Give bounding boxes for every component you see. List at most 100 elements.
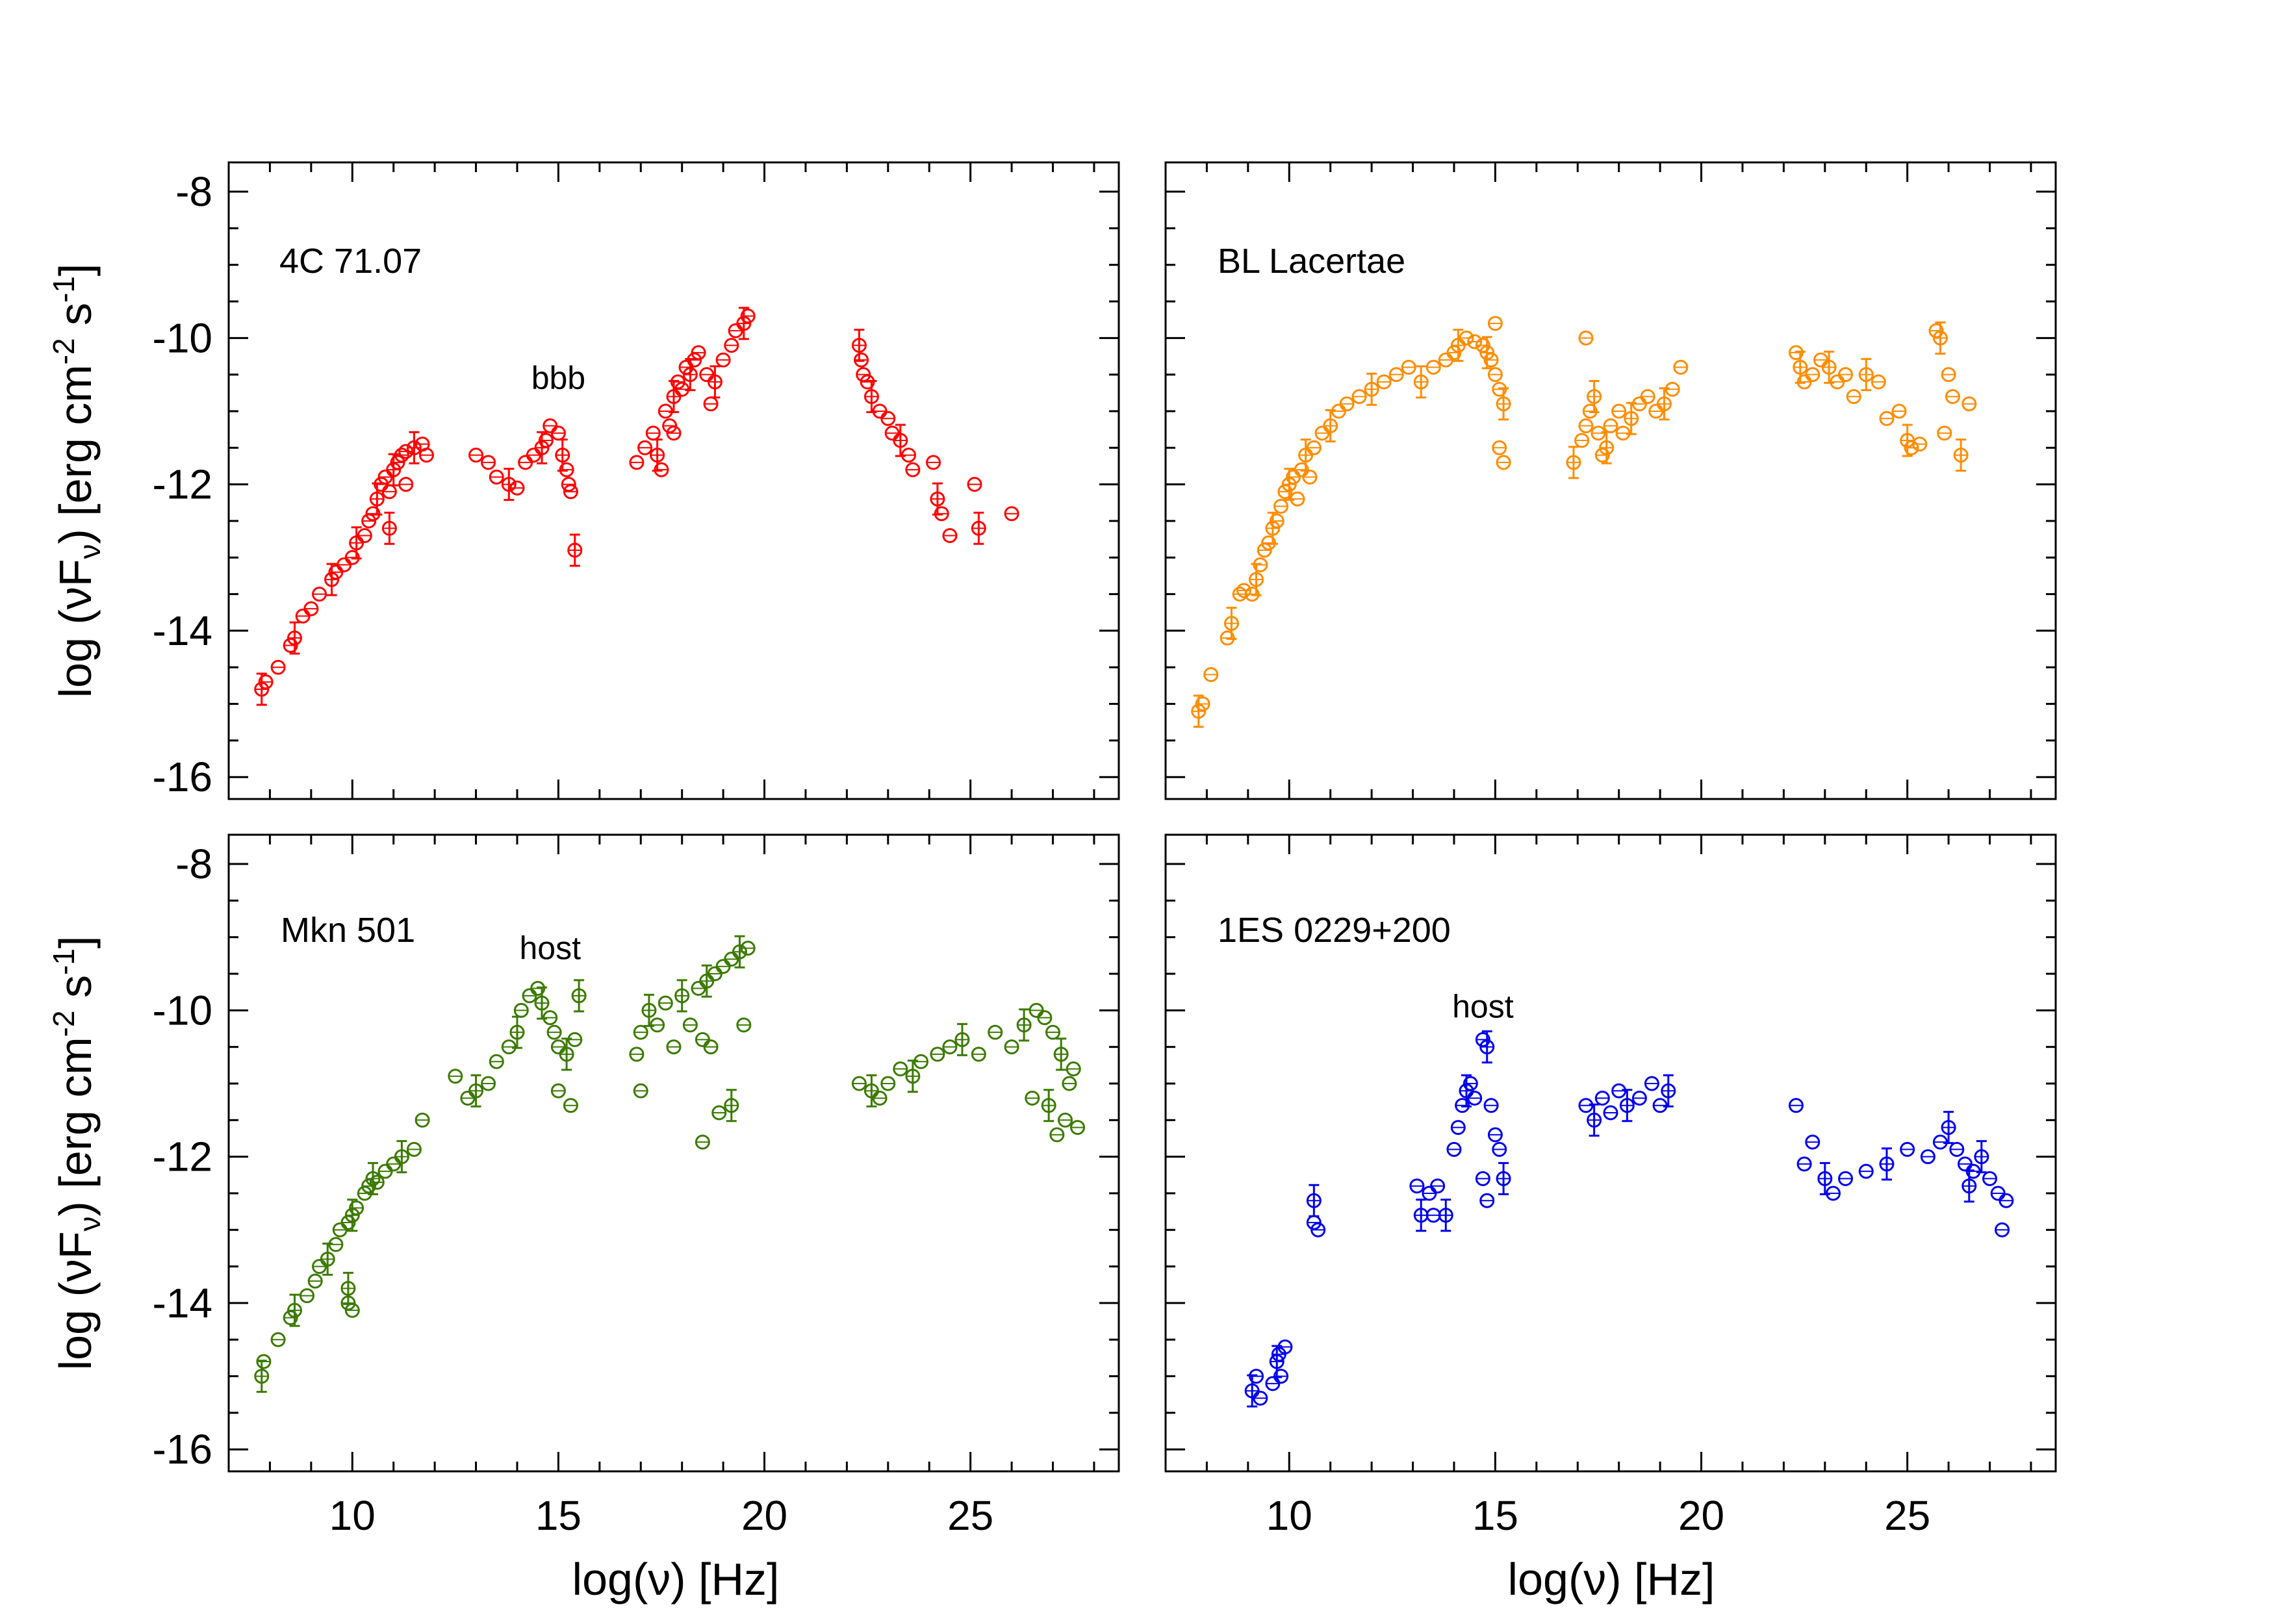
data-point [1058, 1112, 1073, 1128]
data-point [481, 455, 496, 470]
data-point [682, 1017, 698, 1033]
data-point [1858, 358, 1874, 392]
data-point [328, 1237, 344, 1252]
data-point [1821, 350, 1837, 384]
data-point [1912, 437, 1928, 452]
data-point [1982, 1171, 1998, 1186]
data-point [344, 1199, 360, 1232]
data-point [526, 448, 541, 463]
data-point [1949, 1141, 1965, 1157]
data-point [307, 1273, 323, 1289]
x-tick-label: 15 [1472, 1492, 1518, 1539]
data-point [254, 672, 270, 706]
data-point [1388, 367, 1404, 383]
data-point [571, 979, 587, 1013]
data-point [1496, 1161, 1511, 1195]
data-point [1467, 1091, 1483, 1106]
data-point [256, 1354, 272, 1369]
data-point [1438, 1199, 1453, 1232]
data-point [1999, 1193, 2014, 1208]
data-point [880, 411, 896, 426]
data-point [1253, 557, 1268, 573]
data-point [691, 345, 706, 361]
panel-title: 1ES 0229+200 [1218, 911, 1451, 950]
data-point [658, 995, 673, 1011]
data-point [1004, 506, 1019, 522]
data-point [872, 1091, 888, 1106]
data-point [340, 1271, 356, 1305]
data-point [1656, 387, 1672, 421]
data-point [695, 1032, 710, 1047]
data-point [1838, 367, 1854, 383]
data-point [1467, 334, 1483, 349]
data-point [1298, 438, 1314, 472]
panel-bl-lacertae: BL Lacertae [1164, 161, 2057, 800]
data-point [287, 621, 302, 655]
y-tick-label: -14 [153, 1280, 213, 1326]
data-point [724, 1089, 739, 1123]
data-point [863, 379, 879, 413]
data-point [954, 1022, 970, 1056]
data-point [1310, 1222, 1326, 1237]
data-point [1339, 396, 1355, 412]
data-point [295, 608, 311, 624]
data-point [328, 565, 344, 580]
data-point [561, 477, 576, 492]
data-point [489, 1054, 504, 1069]
data-point [1900, 1141, 1915, 1157]
data-point [988, 1024, 1003, 1040]
data-point [312, 1259, 327, 1275]
data-point [1904, 440, 1919, 455]
y-tick-label: -16 [153, 754, 213, 800]
annotation-label: host [1452, 989, 1514, 1025]
data-point [724, 338, 739, 353]
data-point [1273, 498, 1289, 514]
data-point [629, 455, 645, 470]
data-point [1438, 352, 1453, 368]
data-point [563, 484, 578, 500]
data-point [1479, 1030, 1495, 1064]
y-axis-title-top: log (νFν) [erg cm-2 s-1] [47, 264, 107, 698]
data-point [312, 587, 327, 602]
data-point [1805, 1134, 1820, 1150]
data-point [381, 511, 397, 545]
data-point [1871, 374, 1886, 390]
data-point [1265, 1376, 1281, 1391]
data-point [1066, 1061, 1081, 1076]
data-point [1025, 1091, 1040, 1106]
data-point [1673, 359, 1689, 375]
data-point [381, 484, 397, 500]
data-point [522, 988, 537, 1004]
data-point [967, 477, 982, 492]
data-point [1496, 455, 1511, 470]
data-point [1817, 1161, 1833, 1195]
data-point [1492, 1141, 1507, 1157]
data-point [1265, 511, 1281, 545]
y-tick-label: -8 [175, 841, 212, 887]
data-point [1838, 1171, 1854, 1186]
data-point [1459, 330, 1474, 346]
data-point [674, 979, 690, 1013]
x-axis-title-left: log(ν) [Hz] [572, 1554, 780, 1605]
data-point [629, 1047, 645, 1062]
y-tick-label: -14 [153, 607, 213, 654]
data-point [1603, 1105, 1618, 1121]
data-point [1788, 1098, 1804, 1113]
data-point [1879, 1147, 1895, 1181]
data-point [559, 1037, 574, 1071]
data-point [728, 323, 743, 338]
data-point [880, 1076, 896, 1091]
data-point [942, 527, 958, 543]
data-point [303, 601, 319, 616]
data-point [884, 425, 900, 441]
y-tick-label: -10 [153, 314, 213, 361]
data-point [1932, 321, 1948, 355]
data-point [448, 1069, 463, 1084]
data-point [1479, 1193, 1495, 1208]
data-point [377, 469, 393, 485]
data-point [1624, 401, 1639, 435]
data-point [1566, 446, 1581, 479]
data-point [1937, 425, 1952, 441]
data-point [905, 1059, 921, 1093]
data-point [1195, 696, 1210, 712]
